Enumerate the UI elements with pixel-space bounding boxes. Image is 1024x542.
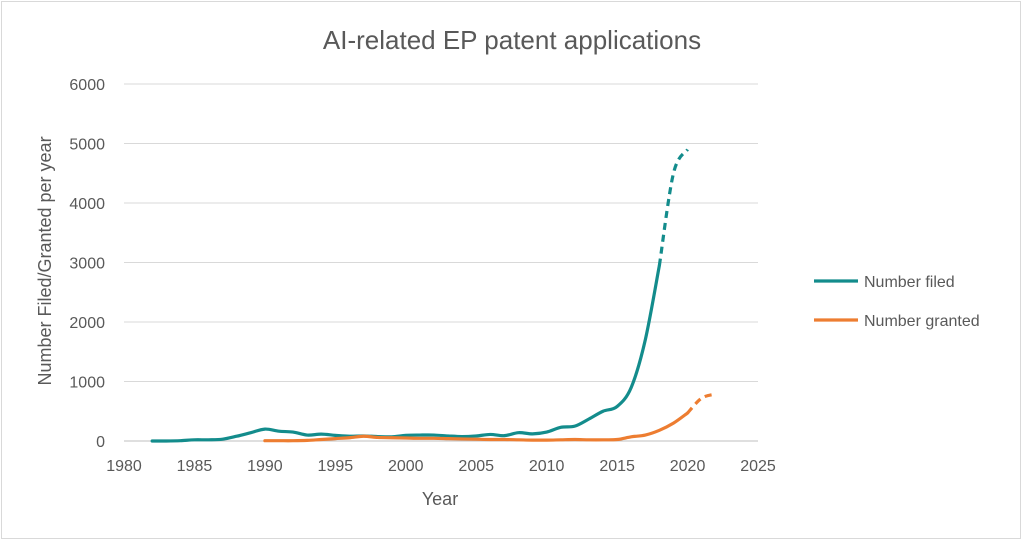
x-tick-label: 2010	[529, 458, 565, 475]
x-tick-label: 2015	[599, 458, 635, 475]
legend: Number filed Number granted	[814, 274, 980, 330]
series-projection-number-granted	[686, 392, 717, 415]
x-tick-labels: 1980 1985 1990 1995 2000 2005 2010 2015 2020 2025	[106, 458, 776, 475]
x-tick-label: 2000	[388, 458, 424, 475]
x-tick-label: 2005	[458, 458, 494, 475]
x-tick-label: 1980	[106, 458, 142, 475]
chart-title: AI-related EP patent applications	[323, 25, 701, 55]
x-axis-label: Year	[422, 489, 458, 509]
y-tick-label: 3000	[69, 256, 105, 273]
legend-label-number-granted: Number granted	[864, 313, 980, 330]
y-tick-label: 0	[96, 434, 105, 451]
x-tick-label: 2025	[740, 458, 776, 475]
y-tick-label: 2000	[69, 315, 105, 332]
gridlines	[124, 83, 758, 442]
x-tick-label: 1995	[318, 458, 354, 475]
y-axis-label: Number Filed/Granted per year	[35, 136, 55, 385]
legend-label-number-filed: Number filed	[864, 274, 955, 291]
x-tick-label: 1985	[177, 458, 213, 475]
series-projection-number-filed	[657, 148, 689, 266]
x-tick-label: 1990	[247, 458, 283, 475]
y-tick-labels: 0 1000 2000 3000 4000 5000 6000	[69, 77, 105, 451]
y-tick-label: 5000	[69, 137, 105, 154]
y-tick-label: 4000	[69, 196, 105, 213]
series-line-number-granted	[263, 411, 690, 443]
x-tick-label: 2020	[670, 458, 706, 475]
series-line-number-filed	[150, 263, 661, 443]
series-lines	[150, 148, 717, 443]
y-tick-label: 1000	[69, 375, 105, 392]
y-tick-label: 6000	[69, 77, 105, 94]
